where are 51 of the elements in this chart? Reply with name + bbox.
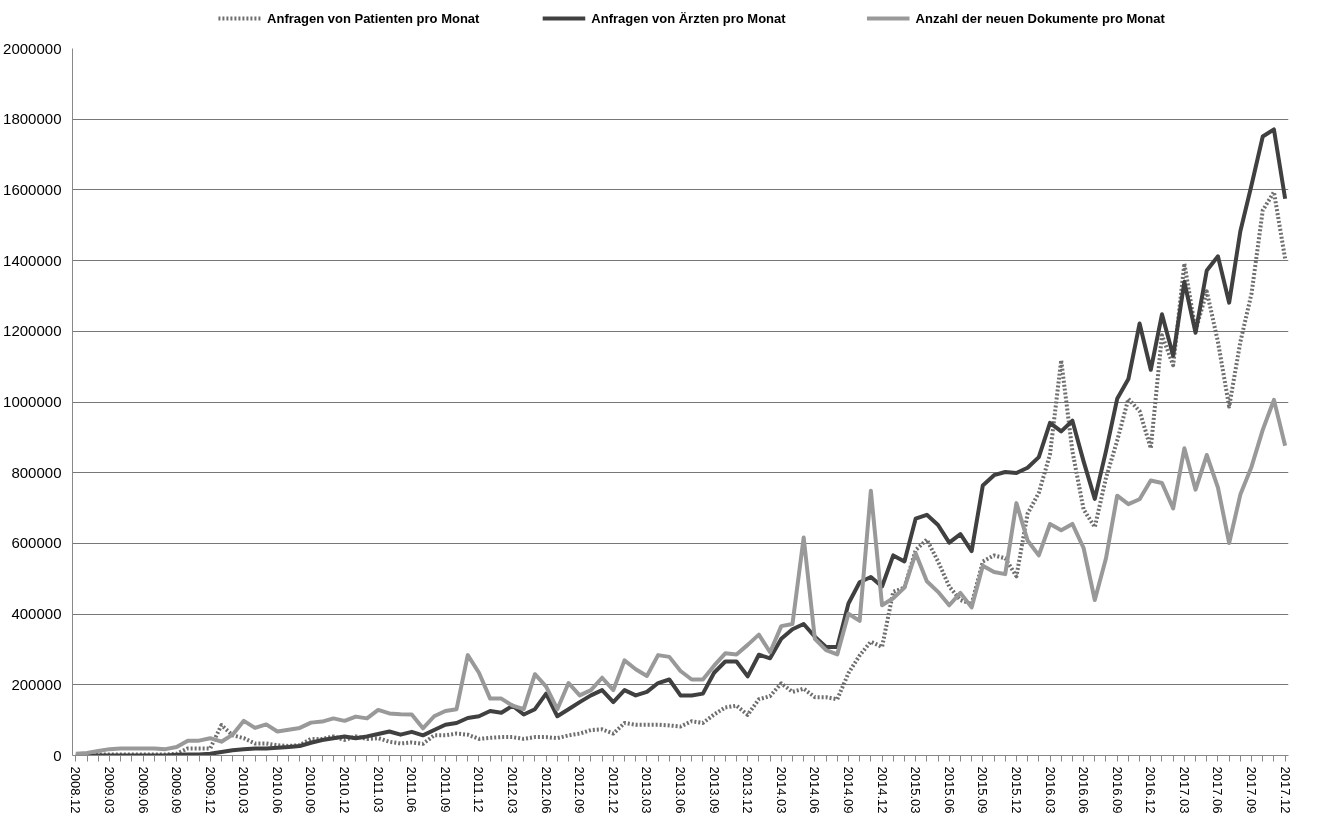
legend-label: Anfragen von Patienten pro Monat bbox=[267, 11, 481, 26]
y-tick-label: 600000 bbox=[11, 534, 62, 552]
y-tick-label: 1600000 bbox=[3, 180, 62, 198]
y-tick-label: 1400000 bbox=[3, 251, 62, 269]
x-tick-label: 2017.12 bbox=[1277, 766, 1293, 814]
legend-label: Anzahl der neuen Dokumente pro Monat bbox=[915, 11, 1166, 26]
x-tick-label: 2008.12 bbox=[68, 766, 84, 814]
x-tick-label: 2016.12 bbox=[1143, 766, 1159, 814]
x-tick-label: 2012.12 bbox=[605, 766, 621, 814]
y-tick-label: 1800000 bbox=[3, 110, 62, 128]
x-tick-label: 2010.09 bbox=[303, 766, 319, 814]
x-tick-label: 2017.06 bbox=[1210, 766, 1226, 814]
x-tick-label: 2011.06 bbox=[404, 766, 420, 813]
x-tick-label: 2015.03 bbox=[908, 766, 924, 814]
x-tick-label: 2013.06 bbox=[673, 766, 688, 814]
x-tick-label: 2012.06 bbox=[538, 766, 554, 814]
legend-label: Anfragen von Ärzten pro Monat bbox=[591, 11, 787, 26]
x-tick-label: 2017.03 bbox=[1176, 766, 1192, 814]
y-tick-label: 2000000 bbox=[3, 39, 62, 57]
x-tick-label: 2009.09 bbox=[169, 766, 185, 814]
x-tick-label: 2009.12 bbox=[202, 766, 218, 814]
x-tick-label: 2011.03 bbox=[370, 766, 386, 813]
x-tick-label: 2013.09 bbox=[706, 766, 722, 814]
x-tick-label: 2010.06 bbox=[269, 766, 285, 814]
y-tick-label: 400000 bbox=[11, 605, 62, 623]
x-tick-label: 2010.03 bbox=[236, 766, 252, 814]
x-tick-label: 2014.03 bbox=[773, 766, 789, 814]
x-tick-label: 2010.12 bbox=[337, 766, 353, 814]
x-tick-label: 2013.12 bbox=[740, 766, 756, 814]
x-tick-label: 2009.06 bbox=[135, 766, 151, 814]
y-tick-label: 800000 bbox=[11, 463, 62, 481]
x-tick-label: 2016.09 bbox=[1109, 766, 1125, 814]
x-tick-label: 2012.03 bbox=[505, 766, 521, 814]
x-tick-label: 2016.03 bbox=[1042, 766, 1058, 814]
x-tick-label: 2016.06 bbox=[1076, 766, 1092, 814]
x-tick-label: 2015.09 bbox=[975, 766, 991, 814]
y-tick-label: 0 bbox=[53, 746, 62, 764]
x-tick-label: 2012.09 bbox=[572, 766, 588, 814]
x-tick-label: 2015.06 bbox=[941, 766, 957, 814]
x-tick-label: 2014.06 bbox=[807, 766, 823, 814]
x-tick-label: 2011.09 bbox=[437, 766, 453, 813]
x-tick-label: 2009.03 bbox=[101, 766, 117, 814]
x-tick-label: 2015.12 bbox=[1008, 766, 1024, 814]
x-tick-label: 2013.03 bbox=[639, 766, 655, 814]
y-tick-label: 1200000 bbox=[3, 322, 62, 340]
x-tick-label: 2017.09 bbox=[1244, 766, 1260, 814]
y-tick-label: 1000000 bbox=[3, 393, 62, 410]
x-tick-label: 2014.09 bbox=[840, 766, 856, 814]
x-tick-label: 2011.12 bbox=[471, 766, 487, 813]
x-tick-label: 2014.12 bbox=[874, 766, 890, 814]
y-tick-label: 200000 bbox=[11, 675, 62, 693]
